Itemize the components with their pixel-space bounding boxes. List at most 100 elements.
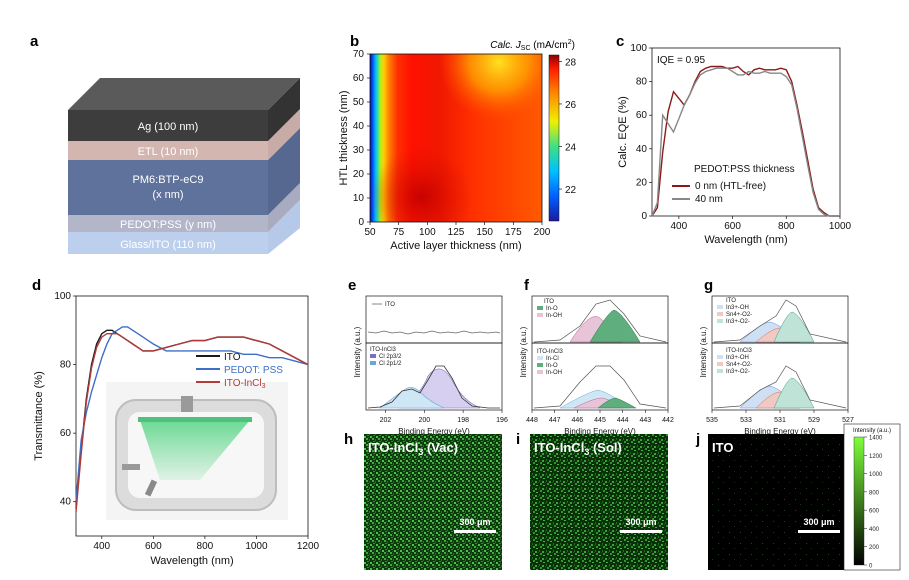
panel-h: h ITO-InCl3 (Vac) 300 μm: [344, 431, 502, 570]
heatmap-ytick-label: 10: [353, 193, 365, 204]
transmittance-ylabel: Transmittance (%): [33, 371, 45, 460]
layer-glass-label: Glass/ITO (110 nm): [120, 239, 216, 251]
map-colorbar-tick-label: 800: [869, 490, 880, 496]
heatmap-ytick-label: 60: [353, 73, 365, 84]
xps-g-xtick-label: 531: [774, 417, 786, 424]
map-colorbar-tick-label: 1200: [869, 454, 883, 460]
panel-e: e ITO ITO-InCl3 Cl 2p3/2 Cl 2p1/2 202 200…: [348, 277, 508, 436]
xps-f-bottom-peak-o: [597, 397, 637, 409]
heatmap-xtick-label: 150: [476, 227, 493, 238]
xps-g-top-legend-2: Sn4+-O2-: [726, 312, 752, 318]
layer-active-label: PM6:BTP-eC9: [133, 174, 204, 186]
panel-a-label: a: [30, 33, 39, 50]
xps-e-bottom-legend-2: Cl 2p1/2: [379, 361, 402, 367]
heatmap-xtick-label: 125: [448, 227, 465, 238]
map-colorbar-tick-label: 400: [869, 527, 880, 533]
xps-f-bottom-legend-1: In-Cl: [546, 356, 559, 362]
layer-ag-top: [68, 78, 300, 110]
map-colorbar-group: Intensity (a.u.) 0 200 400 600 800 1000 1200 14…: [843, 423, 901, 571]
xps-e-top-legend-0: ITO: [385, 302, 395, 308]
jsc-colorbar-tick-label: 24: [565, 143, 577, 154]
map-colorbar-title: Intensity (a.u.): [853, 428, 891, 434]
transmittance-ytick-label: 100: [54, 291, 71, 302]
heatmap-xtick-label: 100: [419, 227, 436, 238]
eqe-ytick-label: 80: [636, 77, 648, 88]
xps-g-bottom-swatch-1: [717, 355, 723, 359]
xps-g-top-legend-1: In3+-OH: [726, 305, 749, 311]
heatmap-ytick-label: 20: [353, 169, 365, 180]
trans-legend-label-1: PEDOT: PSS: [224, 365, 283, 376]
transmittance-xtick-label: 400: [93, 541, 110, 552]
jsc-colorbar-tick-label: 22: [565, 185, 577, 196]
map-colorbar: [853, 436, 865, 566]
xps-g-top-legend-3: In3+-O2-: [726, 319, 750, 325]
map-colorbar-tick-label: 1000: [869, 472, 883, 478]
xps-f-bottom-legend-3: In-OH: [546, 370, 562, 376]
xps-e-bottom-legend-1: Cl 2p3/2: [379, 354, 402, 360]
layer-etl: [68, 141, 268, 160]
xps-f-xtick-label: 442: [662, 417, 674, 424]
eqe-xlabel: Wavelength (nm): [704, 234, 787, 246]
eqe-legend-title: PEDOT:PSS thickness: [694, 164, 795, 175]
map-j-scalebar-label: 300 μm: [803, 517, 834, 527]
map-i-scalebar: [620, 530, 662, 533]
xps-f-xtick-label: 445: [594, 417, 606, 424]
xps-g-bottom-legend-2: Sn4+-O2-: [726, 362, 752, 368]
transmittance-ytick-label: 40: [60, 497, 72, 508]
xps-f-bottom-swatch-3: [537, 370, 543, 374]
eqe-xtick-label: 400: [671, 221, 688, 232]
xps-g-xtick-label: 535: [706, 417, 718, 424]
xps-e-xlabel: Binding Energy (eV): [398, 427, 470, 436]
map-i-image: [530, 434, 668, 570]
eqe-xtick-label: 1000: [829, 221, 852, 232]
layer-glass: [68, 232, 268, 254]
eqe-xtick-label: 600: [724, 221, 741, 232]
map-colorbar-tick-label: 600: [869, 509, 880, 515]
heatmap-xtick-label: 200: [534, 227, 551, 238]
eqe-series-line-0: [651, 65, 840, 217]
iqe-annotation: IQE = 0.95: [657, 55, 706, 66]
trans-legend-label-0: ITO: [224, 352, 241, 363]
xps-f-xlabel: Binding Energy (eV): [564, 427, 636, 436]
panel-e-label: e: [348, 277, 356, 294]
transmittance-series-line-1: [75, 326, 309, 502]
layer-ag-label: Ag (100 nm): [138, 121, 199, 133]
eqe-plot-frame: [651, 47, 841, 217]
transmittance-xtick-label: 800: [197, 541, 214, 552]
map-j-scalebar: [798, 530, 840, 533]
xps-g-bottom-legend-3: In3+-O2-: [726, 369, 750, 375]
xps-g-ylabel: Intensity (a.u.): [699, 326, 708, 377]
map-j-image: [708, 434, 846, 570]
jsc-colorbar-tick-label: 28: [565, 57, 577, 68]
panel-c-label: c: [616, 33, 624, 50]
xps-f-xtick-label: 447: [549, 417, 561, 424]
xps-f-xtick-label: 448: [526, 417, 538, 424]
layer-etl-side: [268, 109, 300, 160]
eqe-xtick-label: 800: [778, 221, 795, 232]
heatmap-ytick-label: 30: [353, 145, 365, 156]
xps-f-xtick-label: 446: [571, 417, 583, 424]
map-j-title: ITO: [712, 440, 733, 455]
xps-f-top-trace: [533, 299, 667, 343]
trans-legend-label-2: ITO-InCl3: [224, 378, 266, 390]
layer-active-side: [268, 128, 300, 215]
xps-g-xlabel: Binding Energy (eV): [744, 427, 816, 436]
panel-i-label: i: [516, 431, 520, 448]
xps-g-bottom-trace: [713, 365, 847, 409]
xps-f-top-legend-0: ITO: [544, 299, 554, 305]
spectrometer-illustration: [106, 382, 288, 520]
map-h-scalebar: [454, 530, 496, 533]
xps-g-bottom-swatch-2: [717, 362, 723, 366]
eqe-ylabel: Calc. EQE (%): [617, 96, 629, 168]
light-beam: [140, 420, 250, 480]
xps-e-swatch-1: [370, 354, 376, 358]
layer-ag: [68, 110, 268, 141]
xps-f-top-swatch-2: [537, 313, 543, 317]
xps-f-xtick-label: 443: [639, 417, 651, 424]
jsc-colorbar-title: Calc. JSC (mA/cm2): [490, 39, 575, 52]
xps-f-top-swatch-1: [537, 306, 543, 310]
xps-g-top-swatch-3: [717, 319, 723, 323]
xps-g-top-trace: [713, 299, 847, 343]
